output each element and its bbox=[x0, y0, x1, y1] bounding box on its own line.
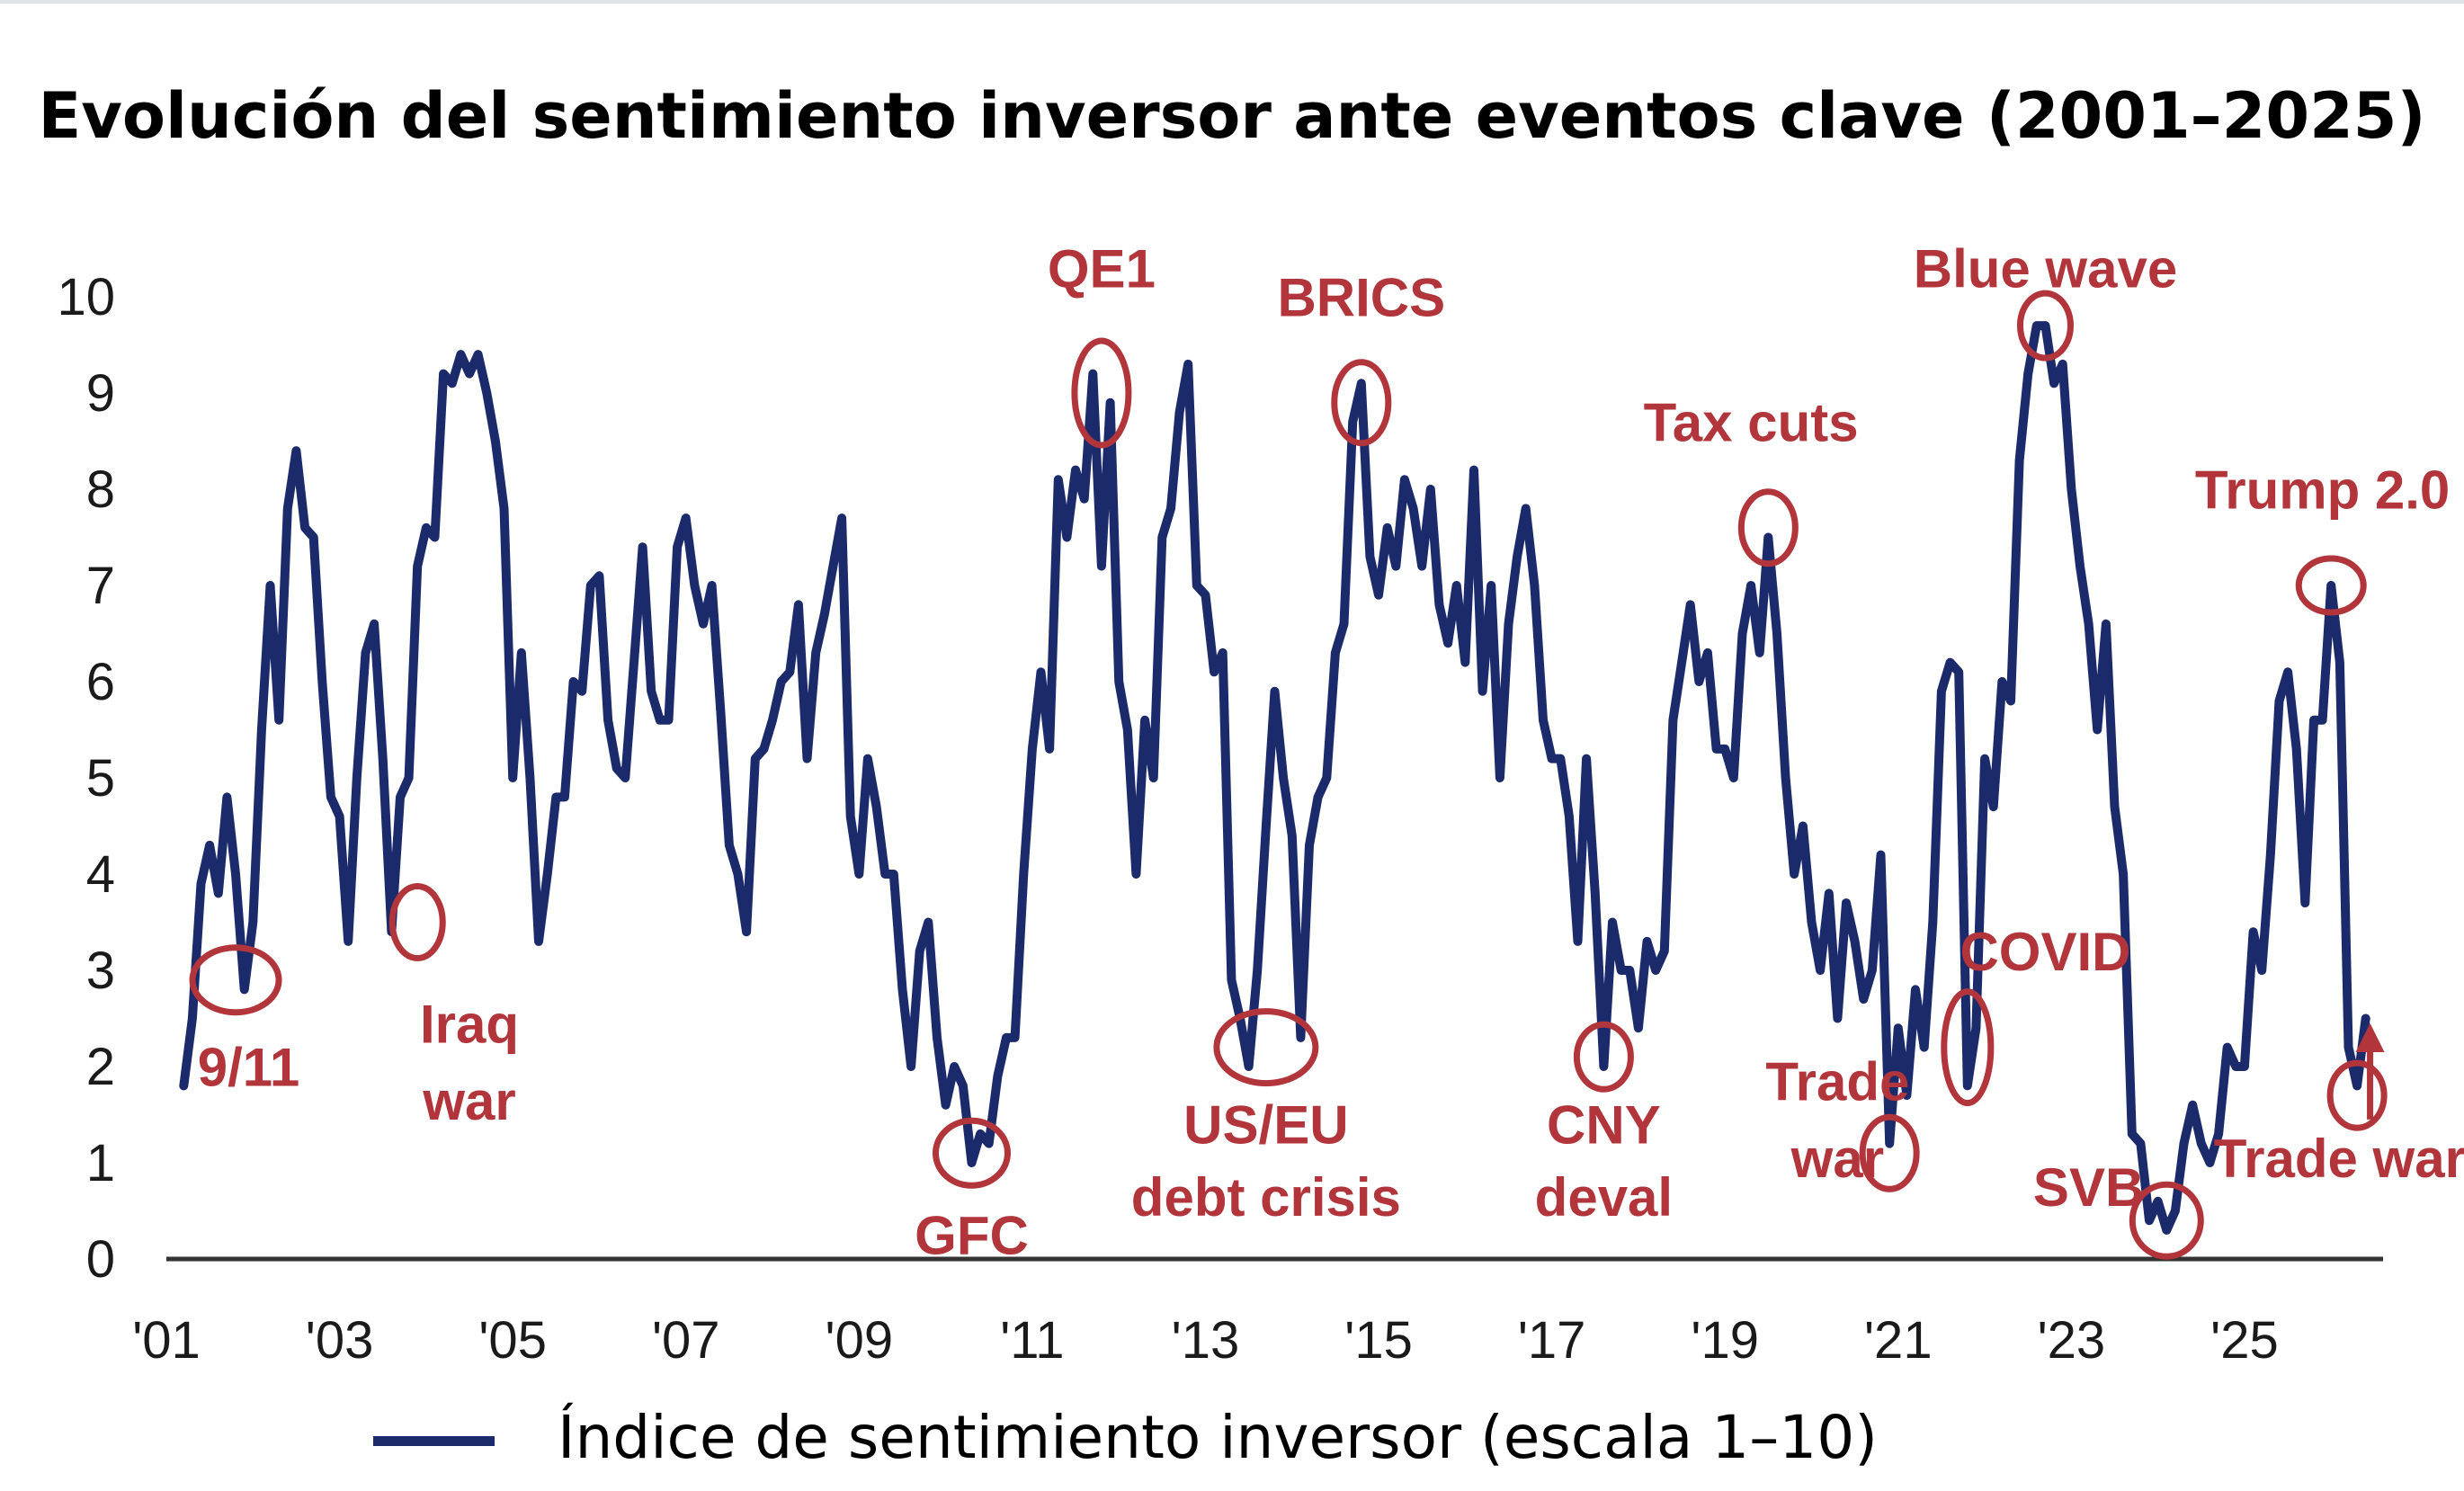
y-tick-label: 4 bbox=[86, 845, 115, 904]
annotation-circle bbox=[932, 1117, 1011, 1189]
annotation-circle bbox=[189, 944, 282, 1016]
annotation-label: BRICS bbox=[1277, 267, 1445, 327]
annotation-label: Trade bbox=[1765, 1051, 1909, 1112]
y-tick-label: 1 bbox=[86, 1134, 115, 1192]
annotation-label: GFC bbox=[915, 1206, 1029, 1266]
annotation-circle bbox=[2129, 1181, 2204, 1260]
x-tick-label: '23 bbox=[2038, 1311, 2106, 1370]
annotation-label: US/EU bbox=[1183, 1095, 1348, 1156]
annotation: Iraq war bbox=[388, 883, 519, 1131]
x-tick-label: '17 bbox=[1518, 1311, 1586, 1370]
annotation-circle bbox=[1941, 988, 1995, 1107]
annotation-circle bbox=[1213, 1008, 1319, 1087]
x-tick-label: '11 bbox=[1000, 1311, 1064, 1370]
annotation-label: COVID bbox=[1960, 922, 2130, 982]
annotation-label: Tax cuts bbox=[1644, 393, 1859, 453]
annotation-circle bbox=[2326, 1059, 2388, 1131]
annotation-label: SVB bbox=[2033, 1157, 2144, 1218]
annotation: US/EU debt crisis bbox=[1131, 1008, 1401, 1228]
y-tick-label: 2 bbox=[86, 1038, 115, 1096]
legend-swatch bbox=[373, 1436, 495, 1446]
annotation: GFC bbox=[915, 1117, 1029, 1266]
annotation-circle bbox=[2016, 290, 2074, 362]
annotation: BRICS bbox=[1277, 267, 1445, 447]
series-group bbox=[179, 321, 2370, 1235]
annotation-label: QE1 bbox=[1048, 238, 1156, 299]
annotation-circle bbox=[1071, 337, 1132, 449]
annotation-label: 9/11 bbox=[198, 1037, 299, 1097]
annotation: Trade war bbox=[2214, 1059, 2464, 1189]
annotation-circle bbox=[2295, 555, 2367, 616]
annotation: Trump 2.0 bbox=[2195, 460, 2450, 616]
y-tick-label: 0 bbox=[86, 1230, 115, 1289]
x-tick-label: '05 bbox=[478, 1311, 547, 1370]
annotation-label: deval bbox=[1535, 1167, 1673, 1228]
annotation-label: war bbox=[1790, 1129, 1884, 1189]
y-axis-ticks: 0 1 2 3 4 5 6 7 8 9 10 bbox=[57, 268, 115, 1289]
x-tick-label: '15 bbox=[1344, 1311, 1413, 1370]
annotation-circle bbox=[1331, 359, 1392, 447]
x-tick-label: '09 bbox=[826, 1311, 894, 1370]
y-tick-label: 3 bbox=[86, 942, 115, 1000]
x-axis-ticks: '01 '03 '05 '07 '09 '11 '13 '15 '17 '19 '21 '23 '25 bbox=[132, 1311, 2279, 1370]
annotation-label: CNY bbox=[1547, 1095, 1661, 1156]
annotation-circle bbox=[388, 883, 446, 961]
x-tick-label: '07 bbox=[652, 1311, 720, 1370]
annotation: Trade war bbox=[1765, 1051, 1920, 1192]
y-tick-label: 8 bbox=[86, 460, 115, 519]
annotations-group: 9/11 Iraq war GFC QE1 US/EU debt crisis BRICS CN… bbox=[189, 238, 2464, 1266]
annotation: SVB bbox=[2033, 1157, 2204, 1260]
annotation: QE1 bbox=[1048, 238, 1156, 449]
y-tick-label: 9 bbox=[86, 364, 115, 423]
annotation-label: debt crisis bbox=[1131, 1167, 1401, 1228]
top-border bbox=[0, 0, 2464, 4]
up-arrow-icon bbox=[2355, 1022, 2385, 1120]
x-tick-label: '01 bbox=[132, 1311, 201, 1370]
legend-label: Índice de sentimiento inversor (escala 1… bbox=[558, 1403, 1879, 1472]
annotation: Tax cuts bbox=[1644, 393, 1859, 567]
series-line bbox=[179, 321, 2370, 1235]
y-tick-label: 7 bbox=[86, 557, 115, 615]
annotation: 9/11 bbox=[189, 944, 299, 1097]
annotation-label: Blue wave bbox=[1914, 238, 2177, 299]
y-tick-label: 10 bbox=[57, 268, 115, 326]
annotation-label: war bbox=[422, 1071, 515, 1131]
annotation-circle bbox=[1737, 488, 1799, 567]
annotation-circle bbox=[1573, 1021, 1634, 1093]
y-tick-label: 5 bbox=[86, 749, 115, 808]
annotation: COVID bbox=[1941, 922, 2130, 1107]
x-tick-label: '25 bbox=[2210, 1311, 2279, 1370]
x-tick-label: '03 bbox=[306, 1311, 374, 1370]
annotation: CNY deval bbox=[1535, 1021, 1673, 1228]
chart-title: Evolución del sentimiento inversor ante … bbox=[38, 79, 2426, 153]
x-tick-label: '19 bbox=[1691, 1311, 1759, 1370]
annotation: Blue wave bbox=[1914, 238, 2177, 362]
y-tick-label: 6 bbox=[86, 653, 115, 711]
annotation-label: Iraq bbox=[420, 994, 519, 1054]
annotation-circle bbox=[1859, 1113, 1920, 1192]
annotation-label: Trade war bbox=[2214, 1129, 2464, 1189]
annotation-label: Trump 2.0 bbox=[2195, 460, 2450, 520]
x-tick-label: '21 bbox=[1864, 1311, 1933, 1370]
x-tick-label: '13 bbox=[1172, 1311, 1240, 1370]
